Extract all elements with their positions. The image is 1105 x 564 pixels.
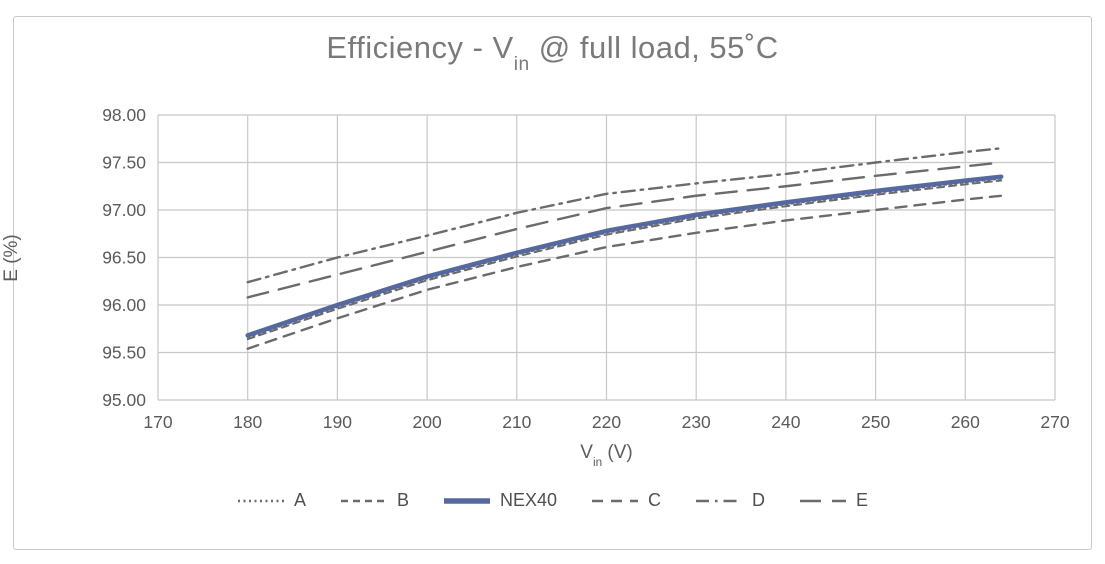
x-axis-label-prefix: V [580, 442, 593, 463]
x-tick-label-250: 250 [861, 412, 890, 432]
y-tick-label-96.50: 96.50 [102, 248, 146, 268]
y-axis-label: E (%) [1, 234, 22, 282]
chart-title-subscript: in [513, 53, 530, 75]
y-tick-label-97.50: 97.50 [102, 153, 146, 173]
chart-title-suffix: @ full load, 55˚C [529, 30, 779, 65]
x-tick-label-210: 210 [502, 412, 531, 432]
series-line-B [246, 179, 1003, 341]
y-tick-label-98.00: 98.00 [102, 105, 146, 125]
series-line-NEX40 [245, 174, 1004, 338]
legend-label-D: D [752, 490, 766, 510]
series-line-E [246, 161, 1003, 299]
legend-item-A: A [237, 490, 306, 511]
x-tick-label-220: 220 [592, 412, 621, 432]
legend-sample-B [340, 499, 387, 502]
y-tick-label-96.00: 96.00 [102, 295, 146, 315]
legend-item-C: C [591, 490, 661, 511]
chart-card [13, 16, 1092, 550]
x-axis-label-subscript: in [592, 455, 603, 469]
legend-sample-D [696, 499, 743, 502]
legend-sample-E [800, 499, 847, 502]
legend-label-B: B [396, 490, 409, 510]
x-tick-label-260: 260 [951, 412, 980, 432]
legend-item-B: B [340, 490, 409, 511]
legend-item-D: D [695, 490, 765, 511]
series-line-C [246, 194, 1003, 350]
x-tick-label-170: 170 [143, 412, 172, 432]
x-tick-label-230: 230 [682, 412, 711, 432]
legend-sample-A [237, 499, 284, 502]
legend-item-NEX40: NEX40 [443, 490, 557, 511]
x-axis-label-suffix: (V) [602, 442, 633, 463]
legend-label-A: A [293, 490, 306, 510]
x-tick-label-180: 180 [233, 412, 262, 432]
series-line-D [246, 147, 1003, 284]
y-tick-label-95.00: 95.00 [102, 390, 146, 410]
x-tick-label-270: 270 [1040, 412, 1069, 432]
legend-label-C: C [648, 490, 662, 510]
legend-label-E: E [856, 490, 869, 510]
y-tick-label-97.00: 97.00 [102, 200, 146, 220]
x-axis-label: Vin (V) [158, 442, 1055, 468]
chart-legend: A B NEX40 C D E [0, 490, 1105, 511]
x-tick-label-200: 200 [412, 412, 441, 432]
y-tick-label-95.50: 95.50 [102, 343, 146, 363]
x-tick-label-190: 190 [323, 412, 352, 432]
chart-title: Efficiency - Vin @ full load, 55˚C [0, 30, 1105, 74]
legend-item-E: E [799, 490, 868, 511]
legend-sample-C [592, 499, 639, 502]
chart-title-prefix: Efficiency - V [326, 30, 514, 65]
legend-label-NEX40: NEX40 [499, 490, 558, 510]
legend-sample-NEX40 [443, 497, 490, 504]
x-tick-label-240: 240 [771, 412, 800, 432]
